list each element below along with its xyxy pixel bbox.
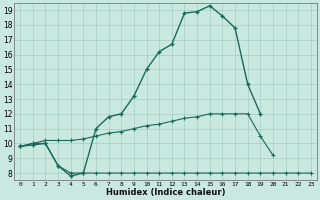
X-axis label: Humidex (Indice chaleur): Humidex (Indice chaleur) — [106, 188, 225, 197]
